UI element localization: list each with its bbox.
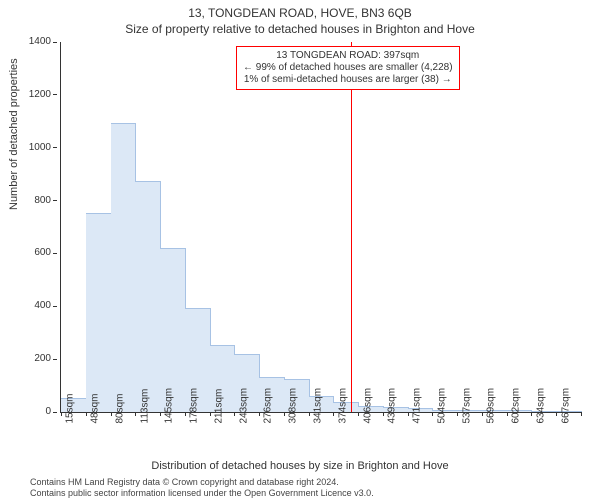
y-tick-label: 0 xyxy=(45,406,51,417)
y-tick-label: 200 xyxy=(34,353,51,364)
histogram-bar xyxy=(86,213,112,412)
y-tick-label: 400 xyxy=(34,300,51,311)
footer: Contains HM Land Registry data © Crown c… xyxy=(30,477,374,499)
y-tick-label: 1400 xyxy=(29,36,51,47)
annotation-box: 13 TONGDEAN ROAD: 397sqm← 99% of detache… xyxy=(236,46,460,90)
annotation-line-3: 1% of semi-detached houses are larger (3… xyxy=(243,74,453,86)
histogram-bar xyxy=(135,181,161,412)
y-tick-label: 600 xyxy=(34,247,51,258)
histogram-plot: 020040060080010001200140015sqm48sqm80sqm… xyxy=(60,42,581,413)
footer-line-2: Contains public sector information licen… xyxy=(30,488,374,499)
histogram-bar xyxy=(111,123,137,412)
y-tick-label: 1200 xyxy=(29,89,51,100)
annotation-line-1: 13 TONGDEAN ROAD: 397sqm xyxy=(243,50,453,62)
annotation-line-2: ← 99% of detached houses are smaller (4,… xyxy=(243,62,453,74)
y-axis-label: Number of detached properties xyxy=(8,58,20,210)
y-tick-label: 1000 xyxy=(29,142,51,153)
chart-subtitle: Size of property relative to detached ho… xyxy=(0,20,600,36)
marker-line xyxy=(351,42,352,412)
footer-line-1: Contains HM Land Registry data © Crown c… xyxy=(30,477,374,488)
y-tick-label: 800 xyxy=(34,195,51,206)
x-axis-label: Distribution of detached houses by size … xyxy=(0,460,600,472)
page-title: 13, TONGDEAN ROAD, HOVE, BN3 6QB xyxy=(0,0,600,20)
